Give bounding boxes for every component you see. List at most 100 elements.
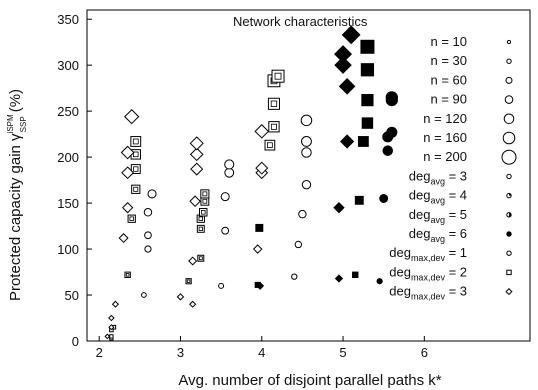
x-tick-label: 6	[421, 345, 428, 360]
legend-label: degmax,dev = 2	[389, 264, 467, 282]
data-point	[224, 159, 235, 170]
y-axis-label: Protected capacity gain γiSPM SSP (%)	[6, 89, 28, 301]
data-point	[144, 245, 152, 253]
data-point	[121, 166, 135, 180]
data-point	[190, 162, 204, 176]
data-point	[386, 126, 398, 138]
data-point	[200, 189, 210, 199]
legend-marker	[502, 131, 516, 145]
legend-label: degmax,dev = 3	[389, 284, 467, 302]
data-point	[185, 278, 192, 285]
data-point	[198, 208, 208, 217]
legend-label: degmax,dev = 1	[389, 245, 467, 263]
data-point	[189, 300, 197, 308]
data-point	[301, 147, 312, 158]
legend-title: Network characteristics	[233, 14, 368, 29]
x-tick-label: 3	[177, 345, 184, 360]
data-point	[124, 109, 140, 125]
legend-label: n = 10	[430, 34, 467, 49]
data-point	[176, 293, 185, 301]
legend-marker	[504, 95, 514, 104]
data-point	[121, 202, 134, 214]
data-point	[221, 226, 230, 235]
data-point	[189, 195, 201, 208]
y-tick-label: 0	[72, 334, 79, 349]
legend-marker	[506, 212, 512, 218]
data-point	[376, 278, 383, 285]
data-point	[224, 167, 235, 178]
data-point	[354, 195, 364, 205]
data-point	[104, 333, 111, 340]
y-tick-label: 150	[57, 196, 79, 211]
legend-label: degavg = 6	[409, 226, 467, 244]
data-point	[147, 189, 157, 199]
y-tick-label: 200	[57, 150, 79, 165]
x-tick-label: 2	[96, 345, 103, 360]
legend-label: n = 30	[430, 53, 467, 68]
y-axis-label-unit: (%)	[7, 89, 24, 112]
data-point	[379, 194, 389, 203]
data-point	[360, 39, 375, 54]
legend-label: degavg = 3	[409, 168, 467, 186]
data-point	[300, 114, 313, 127]
data-point	[268, 121, 280, 133]
y-tick-label: 300	[57, 58, 79, 73]
data-point	[189, 147, 204, 162]
x-tick-label: 4	[258, 345, 265, 360]
legend-label: n = 90	[430, 92, 467, 107]
data-point	[333, 202, 345, 214]
x-tick-label: 5	[339, 345, 346, 360]
y-tick-label: 100	[57, 242, 79, 257]
data-point	[361, 93, 374, 107]
data-point	[120, 145, 135, 160]
data-point	[124, 271, 131, 279]
legend-label: n = 160	[423, 130, 467, 145]
data-point	[200, 196, 210, 206]
legend-marker	[506, 39, 512, 45]
data-point	[196, 224, 205, 233]
y-axis-label-main: Protected capacity gain γ	[7, 133, 24, 301]
legend-marker	[503, 113, 515, 125]
legend-marker	[506, 250, 512, 256]
legend-marker	[505, 288, 513, 296]
legend-label: n = 60	[430, 72, 467, 87]
legend-label: n = 120	[423, 111, 467, 126]
data-point	[143, 208, 153, 217]
data-point	[271, 69, 285, 83]
data-point	[111, 300, 120, 308]
legend-marker	[506, 192, 512, 199]
legend-marker	[501, 149, 517, 165]
data-point	[141, 292, 147, 298]
legend-marker	[505, 76, 513, 84]
axes: 2 3 4 5 6 0 50 100 150 200 250 300 350	[57, 9, 531, 360]
data-point	[144, 231, 152, 240]
data-point	[341, 25, 361, 45]
data-point	[130, 136, 142, 147]
data-point	[267, 97, 280, 110]
data-point	[188, 256, 198, 266]
y-axis-label-sup: iSPM	[6, 114, 15, 133]
data-point	[338, 78, 356, 95]
plot-frame	[86, 9, 531, 342]
data-point	[360, 63, 375, 77]
data-point	[334, 56, 352, 74]
legend-marker	[506, 173, 512, 180]
data-point	[127, 214, 136, 223]
data-point	[254, 124, 270, 139]
data-point	[334, 274, 344, 283]
legend-marker	[506, 231, 512, 237]
data-point	[294, 240, 303, 249]
data-point	[255, 161, 269, 175]
legend-marker	[506, 58, 512, 64]
y-tick-label: 50	[65, 288, 79, 303]
data-point	[382, 145, 394, 156]
data-point	[131, 184, 141, 194]
data-points	[104, 25, 398, 341]
data-point	[220, 192, 230, 202]
data-point	[255, 223, 264, 232]
data-point	[218, 282, 225, 289]
data-point	[361, 117, 374, 129]
data-point	[197, 254, 205, 262]
